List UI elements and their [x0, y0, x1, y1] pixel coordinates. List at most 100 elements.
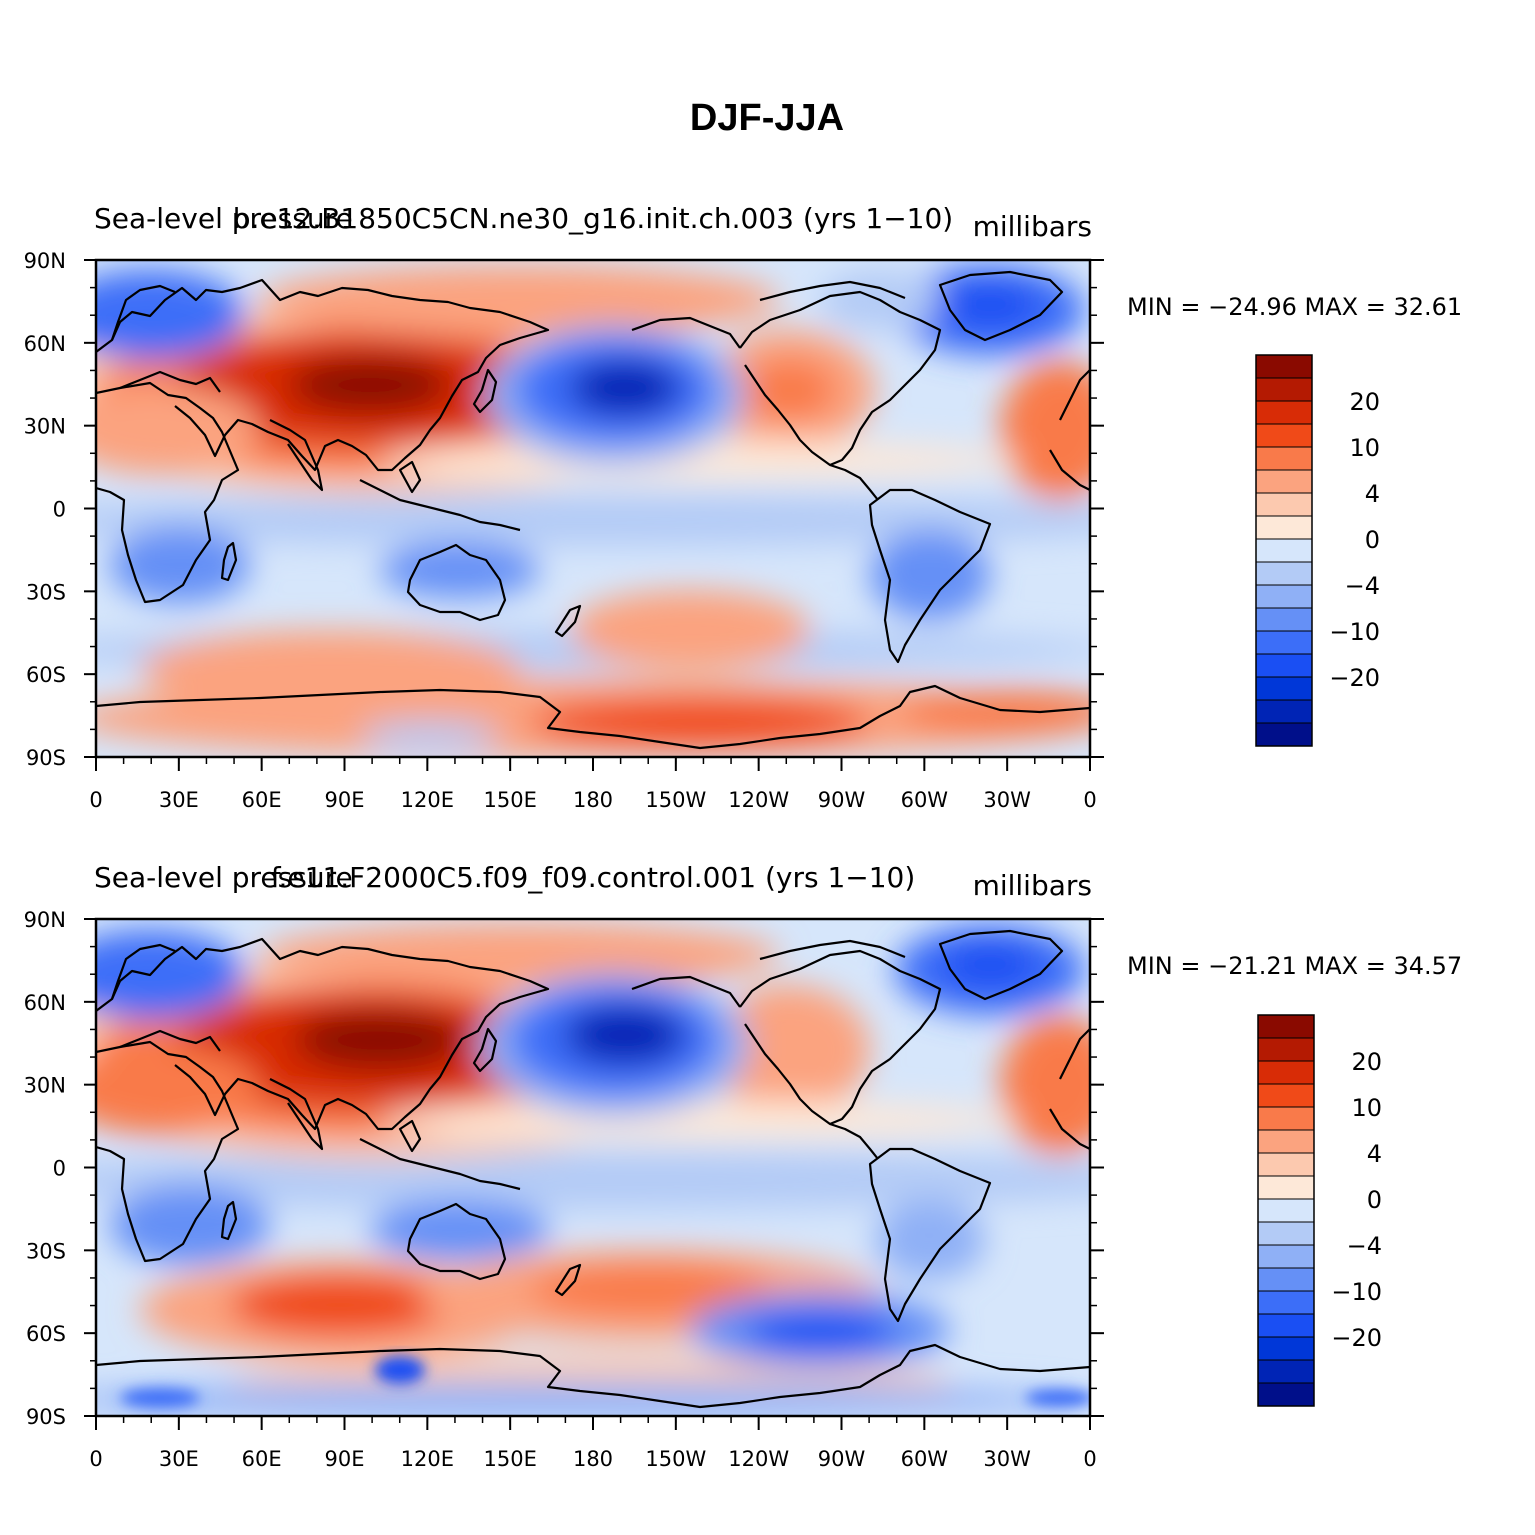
colorbar-frame	[1255, 354, 1313, 747]
colorbar-frame	[1257, 1014, 1315, 1407]
panel-bottom-map	[96, 919, 1090, 1416]
x-tick-label: 30W	[983, 788, 1031, 812]
y-tick-label: 0	[53, 498, 66, 522]
colorbar-swatch	[1255, 446, 1313, 471]
x-tick-label: 180	[573, 788, 613, 812]
colorbar-label: −4	[1347, 1232, 1382, 1260]
colorbar-swatch	[1257, 1175, 1315, 1200]
x-tick-label: 0	[1083, 788, 1096, 812]
colorbar-swatch	[1255, 630, 1313, 655]
colorbar-swatch	[1255, 377, 1313, 402]
x-tick-label: 90E	[325, 788, 365, 812]
x-tick-label: 150W	[645, 788, 706, 812]
y-tick-label: 60N	[24, 991, 66, 1015]
colorbar-label: 0	[1367, 1186, 1382, 1214]
colorbar-swatch	[1257, 1037, 1315, 1062]
x-tick-label: 150E	[483, 1447, 536, 1471]
x-tick-label: 90E	[325, 1447, 365, 1471]
x-tick-label: 60W	[901, 788, 949, 812]
x-tick-label: 0	[89, 788, 102, 812]
colorbar-swatch	[1257, 1382, 1315, 1407]
colorbar-label: −20	[1331, 1324, 1382, 1352]
panel-top-map	[96, 260, 1090, 757]
colorbar-swatch	[1255, 676, 1313, 701]
colorbar-swatch	[1255, 423, 1313, 448]
panel-bottom-case-label: f.e11.F2000C5.f09_f09.control.001 (yrs 1…	[271, 861, 916, 894]
colorbar-swatch	[1255, 699, 1313, 724]
x-tick-label: 60E	[242, 788, 282, 812]
colorbar-label: −10	[1329, 618, 1380, 646]
colorbar-swatch	[1257, 1083, 1315, 1108]
x-tick-label: 180	[573, 1447, 613, 1471]
y-tick-label: 90S	[26, 1405, 66, 1429]
panel-top-variable-label: Sea-level pressure	[94, 202, 353, 235]
x-tick-label: 0	[89, 1447, 102, 1471]
figure-title: DJF-JJA	[690, 97, 844, 139]
colorbar-swatch	[1255, 492, 1313, 517]
x-tick-label: 120E	[401, 788, 454, 812]
colorbar-swatch	[1257, 1336, 1315, 1361]
colorbar-swatch	[1257, 1290, 1315, 1315]
panel-bottom: Sea-level pressure f.e11.F2000C5.f09_f09…	[24, 861, 1463, 1471]
colorbar-swatch	[1257, 1106, 1315, 1131]
colorbar-swatch	[1255, 607, 1313, 632]
colorbar-swatch	[1255, 515, 1313, 540]
y-tick-label: 60S	[26, 663, 66, 687]
colorbar-swatch	[1257, 1129, 1315, 1154]
colorbar-swatch	[1257, 1198, 1315, 1223]
colorbar-label: −4	[1345, 572, 1380, 600]
colorbar-swatch	[1257, 1313, 1315, 1338]
y-tick-label: 30N	[24, 1074, 66, 1098]
x-tick-label: 90W	[818, 788, 866, 812]
x-tick-label: 0	[1083, 1447, 1096, 1471]
colorbar-swatch	[1255, 354, 1313, 379]
panel-bottom-minmax: MIN = −21.21 MAX = 34.57	[1127, 952, 1462, 980]
x-tick-label: 60W	[901, 1447, 949, 1471]
panel-top-case-label: b.e12.B1850C5CN.ne30_g16.init.ch.003 (yr…	[233, 202, 953, 235]
colorbar-swatch	[1255, 469, 1313, 494]
y-tick-label: 60N	[24, 332, 66, 356]
y-tick-label: 60S	[26, 1322, 66, 1346]
x-tick-label: 150E	[483, 788, 536, 812]
y-tick-label: 90N	[24, 249, 66, 273]
colorbar-label: 20	[1351, 1048, 1382, 1076]
colorbar-swatch	[1257, 1244, 1315, 1269]
colorbar-swatch	[1255, 400, 1313, 425]
x-tick-label: 30E	[159, 788, 199, 812]
colorbar-swatch	[1257, 1152, 1315, 1177]
x-tick-label: 90W	[818, 1447, 866, 1471]
colorbar-label: 4	[1367, 1140, 1382, 1168]
colorbar-swatch	[1257, 1267, 1315, 1292]
panel-bottom-axes: 90N 60N 30N 0 30S 60S 90S 0 30E 60E 90E 120E 150E 180…	[24, 908, 1104, 1471]
y-tick-label: 30S	[26, 580, 66, 604]
colorbar-swatch	[1255, 561, 1313, 586]
panel-top: Sea-level pressure b.e12.B1850C5CN.ne30_…	[24, 202, 1463, 812]
colorbar-label: 20	[1349, 388, 1380, 416]
y-tick-label: 30N	[24, 415, 66, 439]
x-tick-label: 120W	[728, 1447, 789, 1471]
y-tick-label: 0	[53, 1157, 66, 1181]
colorbar-swatch	[1257, 1221, 1315, 1246]
panel-top-units: millibars	[973, 210, 1092, 243]
colorbar-swatch	[1255, 538, 1313, 563]
colorbar-swatch	[1255, 653, 1313, 678]
colorbar-label: 4	[1365, 480, 1380, 508]
colorbar-label: 0	[1365, 526, 1380, 554]
colorbar-label: −10	[1331, 1278, 1382, 1306]
panel-top-colorbar: 20 10 4 0 −4 −10 −20	[1255, 354, 1380, 747]
colorbar-swatch	[1257, 1014, 1315, 1039]
panel-bottom-variable-label: Sea-level pressure	[94, 861, 353, 894]
y-tick-label: 30S	[26, 1239, 66, 1263]
x-tick-label: 30W	[983, 1447, 1031, 1471]
x-tick-label: 120E	[401, 1447, 454, 1471]
colorbar-swatch	[1255, 722, 1313, 747]
x-tick-label: 120W	[728, 788, 789, 812]
colorbar-label: −20	[1329, 664, 1380, 692]
colorbar-label: 10	[1349, 434, 1380, 462]
panel-top-axes: 90N 60N 30N 0 30S 60S 90S 0 30E 60E 90E 120E 150E 180…	[24, 249, 1104, 812]
x-tick-label: 30E	[159, 1447, 199, 1471]
panel-bottom-colorbar: 20 10 4 0 −4 −10 −20	[1257, 1014, 1382, 1407]
colorbar-swatch	[1257, 1060, 1315, 1085]
colorbar-swatch	[1255, 584, 1313, 609]
